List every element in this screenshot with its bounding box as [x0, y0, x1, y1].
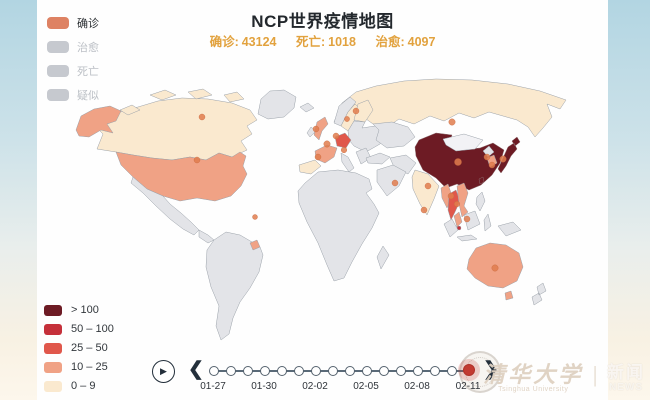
stat-cured: 治愈: 4097	[375, 35, 436, 49]
country-mexico	[130, 176, 200, 236]
metric-legend-item-confirmed[interactable]: 确诊	[47, 15, 99, 31]
timeline-date-label: 02-11	[455, 381, 481, 392]
legend-pill-icon	[47, 41, 69, 53]
legend-pill-icon	[47, 17, 69, 29]
legend-pill-icon	[47, 65, 69, 77]
color-swatch-icon	[44, 380, 62, 392]
timeline-dot-6[interactable]	[294, 365, 304, 376]
timeline-dot-4[interactable]	[260, 365, 270, 376]
metric-legend-item-suspected[interactable]: 疑似	[47, 87, 99, 103]
country-india[interactable]	[411, 169, 440, 216]
university-name-cn: 清华大学	[483, 362, 584, 388]
central-asia	[372, 121, 416, 149]
timeline-dot-8[interactable]	[328, 365, 338, 376]
play-icon: ▶	[160, 366, 167, 376]
timeline-dot-1[interactable]	[209, 365, 219, 376]
timeline-track	[213, 370, 468, 372]
stat-confirmed: 确诊: 43124	[209, 35, 277, 49]
watermark-divider: |	[592, 362, 598, 387]
timeline-prev-arrow[interactable]: ❮	[188, 359, 204, 380]
country-taiwan[interactable]	[478, 176, 485, 185]
timeline-dot-15[interactable]	[447, 365, 457, 376]
country-iceland	[299, 102, 315, 113]
timeline-date-label: 01-30	[251, 381, 277, 392]
scale-legend-row: 25 – 50	[44, 342, 114, 354]
legend-pill-icon	[47, 89, 69, 101]
timeline-date-label: 02-02	[302, 381, 328, 392]
university-name-en: Tsinghua University	[498, 386, 569, 393]
timeline-dot-16[interactable]	[463, 364, 475, 376]
scale-legend-row: > 100	[44, 304, 114, 316]
country-usa[interactable]	[115, 151, 248, 202]
timeline-dot-11[interactable]	[379, 365, 389, 376]
timeline-date-label: 02-05	[353, 381, 379, 392]
country-usa-alaska[interactable]	[75, 105, 122, 138]
news-watermark: 清华大学 Tsinghua University | 新闻 NEWS	[483, 357, 645, 393]
country-malaysia[interactable]	[453, 211, 463, 228]
country-greenland	[257, 89, 297, 120]
country-japan[interactable]	[497, 136, 521, 174]
scale-legend: > 100 50 – 100 25 – 50 10 – 25 0 – 9	[44, 304, 114, 399]
country-mongolia	[442, 133, 484, 152]
city-case-dots	[193, 107, 507, 272]
metric-legend-item-deaths[interactable]: 死亡	[47, 63, 99, 79]
indonesia	[443, 210, 522, 242]
news-label-en: NEWS	[609, 381, 643, 393]
stats-bar: 确诊: 43124 死亡: 1018 治愈: 4097	[37, 31, 608, 50]
new-zealand	[531, 282, 547, 306]
play-button[interactable]: ▶	[152, 360, 175, 383]
news-label-cn: 新闻	[607, 362, 645, 382]
africa	[297, 169, 380, 282]
country-guyana[interactable]	[249, 239, 261, 251]
scale-legend-row: 0 – 9	[44, 380, 114, 392]
arabian-peninsula	[376, 164, 407, 197]
color-swatch-icon	[44, 342, 62, 354]
timeline-dot-13[interactable]	[413, 365, 423, 376]
tsinghua-seal-watermark	[459, 351, 501, 393]
timeline-dot-9[interactable]	[345, 365, 355, 376]
timeline-date-label: 02-08	[404, 381, 430, 392]
university-logo: 清华大学 Tsinghua University	[483, 357, 583, 393]
metric-legend-item-cured[interactable]: 治愈	[47, 39, 99, 55]
madagascar	[376, 245, 390, 270]
timeline-next-arrow[interactable]: ❯	[483, 359, 499, 380]
color-swatch-icon	[44, 304, 62, 316]
page-title: NCP世界疫情地图	[251, 12, 394, 31]
timeline-dot-14[interactable]	[430, 365, 440, 376]
country-uk[interactable]	[313, 116, 329, 141]
country-italy	[340, 152, 355, 173]
scale-legend-row: 50 – 100	[44, 323, 114, 335]
timeline-date-label: 01-27	[200, 381, 226, 392]
color-swatch-icon	[44, 361, 62, 373]
country-canada[interactable]	[96, 97, 258, 161]
country-turkey	[365, 152, 391, 165]
timeline-dot-7[interactable]	[311, 365, 321, 376]
south-america	[205, 231, 264, 341]
timeline-dot-10[interactable]	[362, 365, 372, 376]
country-spain[interactable]	[298, 159, 322, 175]
philippines	[475, 191, 486, 212]
news-logo: 新闻 NEWS	[607, 358, 645, 393]
timeline-dot-2[interactable]	[226, 365, 236, 376]
stat-deaths: 死亡: 1018	[295, 35, 356, 49]
arctic-islands	[119, 88, 245, 116]
metric-legend: 确诊 治愈 死亡 疑似	[47, 15, 99, 111]
central-america	[198, 229, 215, 244]
timeline-dot-5[interactable]	[277, 365, 287, 376]
color-swatch-icon	[44, 323, 62, 335]
scale-legend-row: 10 – 25	[44, 361, 114, 373]
country-vietnam[interactable]	[456, 182, 469, 218]
timeline-dot-3[interactable]	[243, 365, 253, 376]
tasmania	[504, 290, 514, 301]
timeline-dot-12[interactable]	[396, 365, 406, 376]
